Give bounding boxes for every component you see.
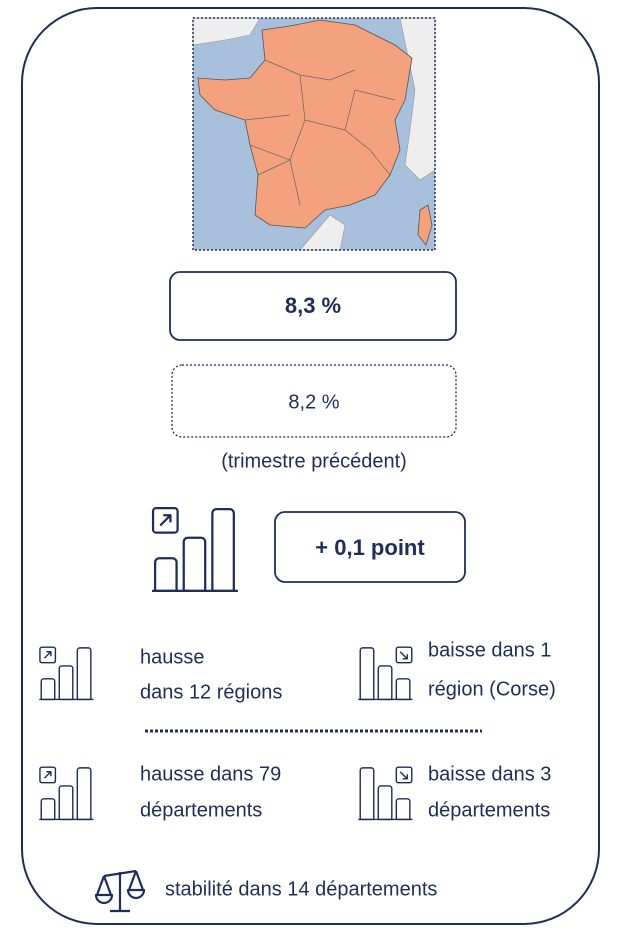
- regions-fall: région (Corse): [428, 678, 556, 700]
- departments-fall: baisse dans 3: [428, 763, 551, 785]
- rise-icon: [38, 646, 95, 701]
- departments-stable: stabilité dans 14 départements: [165, 878, 437, 900]
- previous-note: (trimestre précédent): [221, 450, 407, 472]
- departments-rise: hausse dans 79: [140, 763, 281, 785]
- change-box: [274, 511, 466, 583]
- balance-icon: [94, 869, 146, 913]
- regions-rise: hausse: [140, 646, 205, 668]
- change: + 0,1 point: [315, 535, 425, 560]
- previous-rate: 8,2 %: [288, 391, 339, 413]
- rise-icon: [150, 506, 240, 593]
- current-box: [169, 271, 457, 341]
- regions-fall: baisse dans 1: [428, 639, 551, 661]
- departments-fall: départements: [428, 799, 550, 821]
- fall-icon: [357, 646, 414, 701]
- departments-rise: départements: [140, 799, 262, 821]
- map: [192, 17, 436, 251]
- outer-frame: [21, 7, 600, 925]
- previous-box: [171, 364, 457, 438]
- rise-icon: [38, 766, 95, 821]
- fall-icon: [357, 766, 414, 821]
- current-rate: 8,3 %: [285, 293, 341, 318]
- regions-rise: dans 12 régions: [140, 681, 282, 703]
